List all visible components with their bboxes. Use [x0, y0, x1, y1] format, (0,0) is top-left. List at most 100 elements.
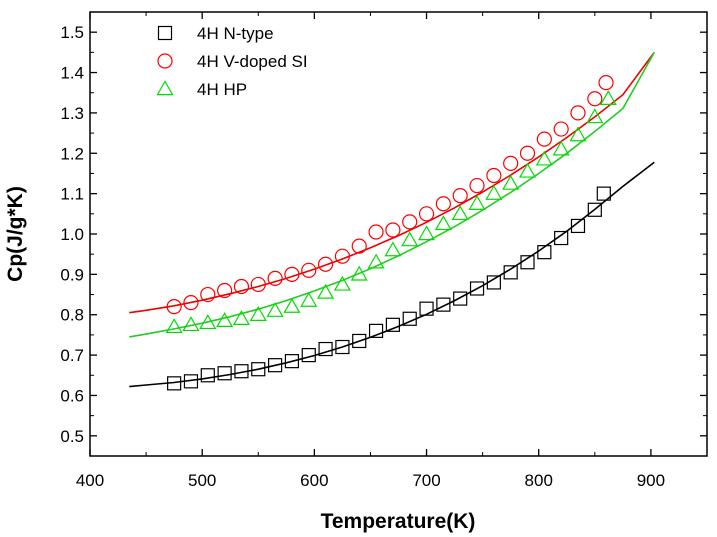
- data-point-triangle: [232, 310, 250, 325]
- data-point-circle: [317, 256, 334, 272]
- data-point-triangle: [350, 265, 368, 281]
- legend-marker-triangle: [156, 80, 174, 96]
- data-point-circle: [452, 188, 468, 204]
- data-point-circle: [183, 295, 199, 311]
- data-point-square: [167, 376, 182, 391]
- data-point-square: [554, 230, 569, 246]
- data-point-square: [520, 255, 535, 270]
- data-point-circle: [570, 105, 586, 121]
- legend: 4H N-type 4H V-doped SI 4H HP: [156, 24, 308, 99]
- data-point-square: [301, 347, 316, 363]
- data-point-circle: [351, 238, 367, 254]
- data-point-square: [268, 358, 283, 373]
- data-point-square: [587, 202, 602, 217]
- data-point-triangle: [384, 241, 402, 257]
- y-tick-label: 0.6: [60, 386, 84, 405]
- data-point-square: [251, 362, 266, 377]
- data-points: [165, 75, 617, 391]
- data-point-triangle: [401, 231, 419, 247]
- x-axis-title: Temperature(K): [321, 510, 476, 533]
- x-tick-label: 700: [412, 471, 440, 490]
- data-point-circle: [553, 121, 569, 137]
- data-point-square: [402, 311, 417, 326]
- y-tick-label: 1.1: [60, 185, 84, 204]
- fit-curve-circle: [129, 51, 655, 314]
- y-tick-label: 0.5: [60, 427, 84, 446]
- y-tick-label: 1.5: [60, 23, 84, 42]
- data-point-circle: [217, 282, 233, 299]
- y-tick-label: 0.9: [60, 265, 84, 284]
- data-point-square: [183, 374, 199, 389]
- data-point-triangle: [182, 316, 200, 332]
- data-point-square: [318, 341, 333, 357]
- data-point-triangle: [199, 314, 217, 330]
- data-point-circle: [519, 145, 536, 161]
- data-point-triangle: [434, 215, 452, 231]
- y-tick-label: 1.4: [60, 64, 84, 83]
- data-point-circle: [598, 75, 614, 91]
- y-tick-label: 0.8: [60, 306, 84, 325]
- data-point-circle: [587, 91, 603, 107]
- y-axis-title: Cp(J/g*K): [4, 186, 27, 282]
- data-point-circle: [334, 248, 351, 264]
- data-point-triangle: [165, 318, 183, 334]
- x-tick-label: 800: [525, 471, 553, 490]
- data-point-square: [436, 297, 451, 312]
- data-point-square: [469, 281, 485, 296]
- data-point-square: [596, 186, 611, 201]
- x-tick-label: 900: [637, 471, 665, 490]
- data-point-square: [368, 323, 384, 338]
- data-point-triangle: [317, 283, 335, 299]
- data-point-triangle: [451, 205, 469, 221]
- data-point-square: [570, 218, 586, 234]
- data-point-triangle: [485, 184, 503, 200]
- legend-label: 4H N-type: [197, 24, 274, 43]
- data-point-triangle: [552, 140, 570, 156]
- data-point-circle: [469, 177, 485, 194]
- data-point-triangle: [333, 275, 351, 291]
- data-point-triangle: [569, 126, 587, 142]
- data-point-circle: [284, 266, 300, 282]
- data-point-triangle: [300, 291, 318, 307]
- axis-ticks: 400 500 600 700 800 900 0.5 0.6 0.7 0.8 0.9 1.0 1.1 1…: [60, 11, 708, 490]
- y-tick-label: 1.0: [60, 225, 84, 244]
- data-point-circle: [418, 206, 435, 222]
- data-point-triangle: [249, 306, 267, 321]
- data-point-square: [217, 366, 232, 381]
- data-point-square: [486, 275, 501, 290]
- data-point-triangle: [266, 301, 284, 317]
- data-point-circle: [503, 155, 519, 171]
- data-point-circle: [368, 224, 384, 240]
- data-point-triangle: [502, 174, 520, 190]
- data-point-square: [234, 364, 249, 379]
- data-point-square: [537, 245, 552, 260]
- data-point-circle: [200, 286, 216, 303]
- data-point-circle: [250, 276, 266, 293]
- y-tick-label: 0.7: [60, 346, 84, 365]
- data-point-square: [352, 333, 367, 349]
- y-tick-label: 1.3: [60, 104, 84, 123]
- legend-marker-square: [157, 25, 173, 41]
- data-point-circle: [385, 222, 401, 238]
- data-point-square: [503, 265, 518, 280]
- data-point-circle: [486, 167, 502, 184]
- data-point-square: [335, 339, 350, 355]
- data-point-square: [453, 291, 468, 306]
- x-tick-label: 500: [188, 471, 216, 490]
- data-point-circle: [233, 278, 250, 295]
- data-point-square: [419, 301, 434, 316]
- fit-curve-square: [129, 161, 655, 388]
- data-point-square: [385, 317, 400, 332]
- y-tick-label: 1.2: [60, 144, 84, 163]
- data-point-triangle: [367, 253, 385, 269]
- data-point-square: [200, 368, 215, 383]
- data-point-circle: [435, 196, 451, 212]
- data-point-square: [284, 354, 300, 369]
- legend-label: 4H HP: [197, 80, 247, 99]
- data-point-triangle: [518, 162, 537, 178]
- data-point-circle: [402, 214, 418, 230]
- x-tick-label: 600: [300, 471, 328, 490]
- data-point-circle: [267, 270, 283, 286]
- fit-curve-triangle: [129, 52, 655, 338]
